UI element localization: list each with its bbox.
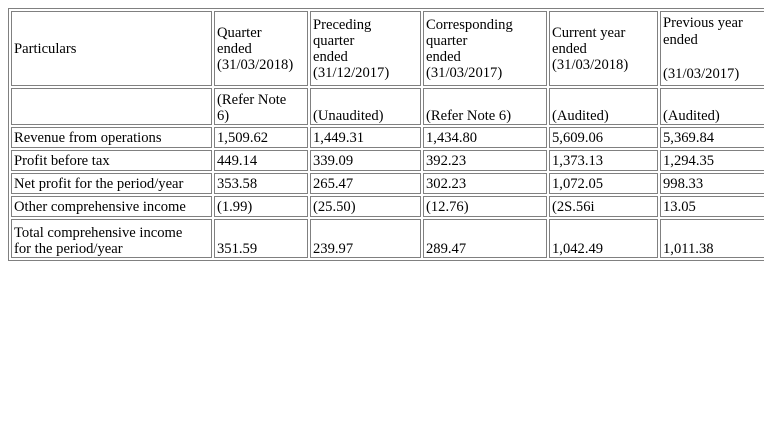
table-cell: 998.33 [660,173,764,194]
table-row: Total comprehensive income for the perio… [11,219,764,258]
table-cell: 5,609.06 [549,127,658,148]
table-cell: 13.05 [660,196,764,217]
table-row: Revenue from operations 1,509.62 1,449.3… [11,127,764,148]
table-cell: 1,509.62 [214,127,308,148]
table-cell: 1,294.35 [660,150,764,171]
table-cell: 1,434.80 [423,127,547,148]
table-cell: 449.14 [214,150,308,171]
table-subheader-row: (Refer Note 6) (Unaudited) (Refer Note 6… [11,88,764,125]
table-cell: 1,011.38 [660,219,764,258]
header-preceding-quarter: Preceding quarter ended (31/12/2017) [310,11,421,86]
table-row: Other comprehensive income (1.99) (25.50… [11,196,764,217]
table-header-row: Particulars Quarter ended (31/03/2018) P… [11,11,764,86]
subheader-current-year: (Audited) [549,88,658,125]
row-label: Revenue from operations [11,127,212,148]
row-label: Total comprehensive income for the perio… [11,219,212,258]
row-label: Net profit for the period/year [11,173,212,194]
table-cell: 1,072.05 [549,173,658,194]
table-cell: 239.97 [310,219,421,258]
table-cell: 265.47 [310,173,421,194]
header-corresponding-quarter: Corresponding quarter ended (31/03/2017) [423,11,547,86]
subheader-quarter-ended: (Refer Note 6) [214,88,308,125]
table-cell: (2S.56i [549,196,658,217]
header-previous-year: Previous year ended (31/03/2017) [660,11,764,86]
table-cell: (1.99) [214,196,308,217]
table-cell: 1,373.13 [549,150,658,171]
table-cell: 1,042.49 [549,219,658,258]
header-quarter-ended: Quarter ended (31/03/2018) [214,11,308,86]
table-cell: 289.47 [423,219,547,258]
financial-results-table: Particulars Quarter ended (31/03/2018) P… [8,8,764,261]
row-label: Other comprehensive income [11,196,212,217]
subheader-previous-year: (Audited) [660,88,764,125]
table-cell: (12.76) [423,196,547,217]
table-cell: 392.23 [423,150,547,171]
table-cell: 339.09 [310,150,421,171]
table-cell: 1,449.31 [310,127,421,148]
table-cell: 5,369.84 [660,127,764,148]
table-cell: (25.50) [310,196,421,217]
table-cell: 351.59 [214,219,308,258]
subheader-preceding-quarter: (Unaudited) [310,88,421,125]
row-label: Profit before tax [11,150,212,171]
header-particulars: Particulars [11,11,212,86]
table-cell: 302.23 [423,173,547,194]
table-row: Profit before tax 449.14 339.09 392.23 1… [11,150,764,171]
table-cell: 353.58 [214,173,308,194]
subheader-particulars [11,88,212,125]
subheader-corresponding-quarter: (Refer Note 6) [423,88,547,125]
header-current-year: Current year ended (31/03/2018) [549,11,658,86]
table-row: Net profit for the period/year 353.58 26… [11,173,764,194]
